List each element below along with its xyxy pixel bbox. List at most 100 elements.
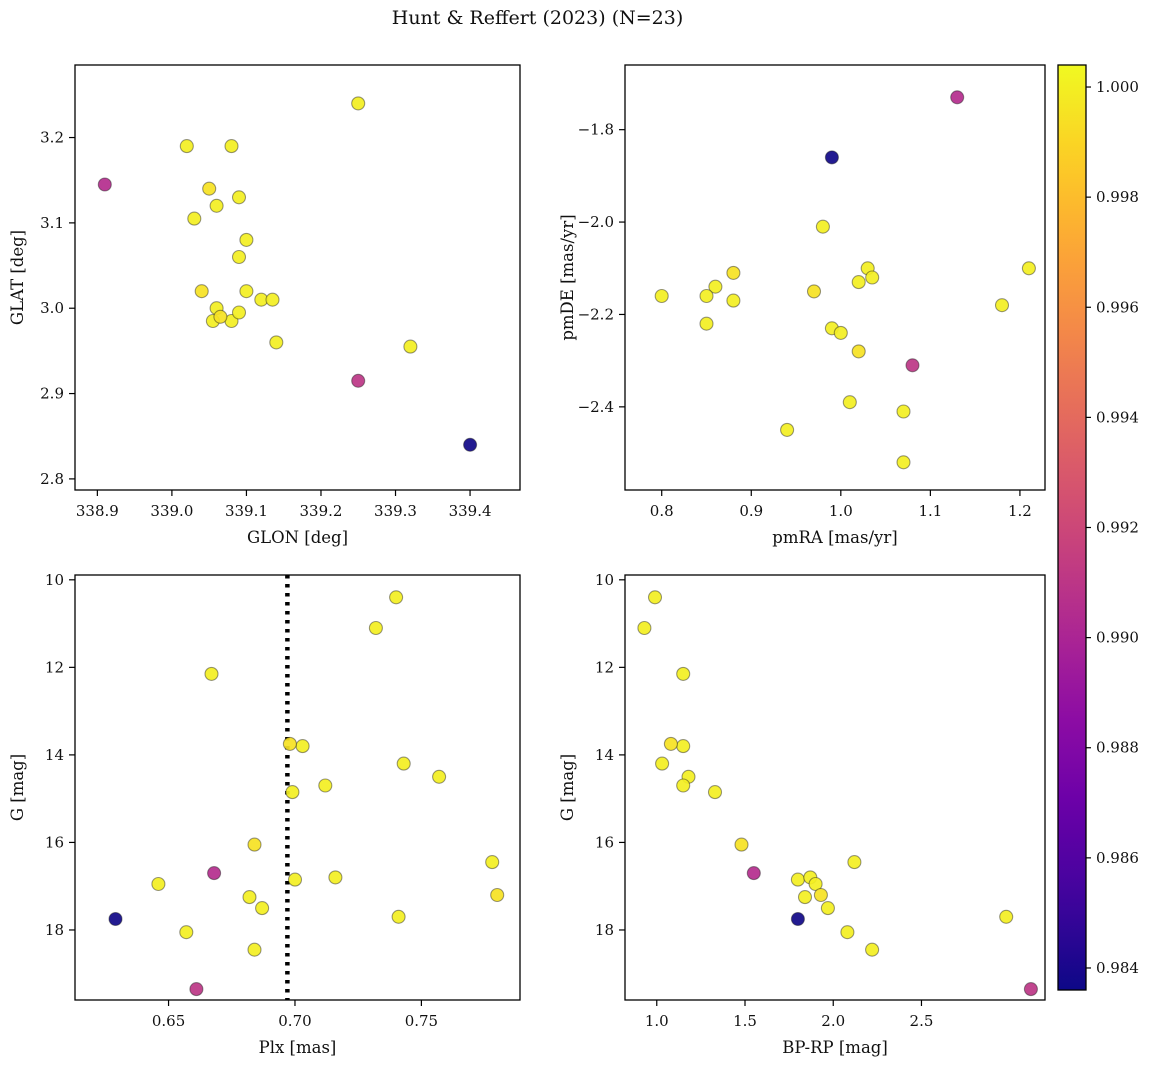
- x-tick-label: 0.70: [278, 1012, 311, 1030]
- y-tick-label: 16: [45, 833, 64, 851]
- y-tick-label: 18: [595, 921, 614, 939]
- scatter-point: [790, 911, 805, 927]
- y-tick-label: 14: [595, 746, 614, 764]
- scatter-point: [707, 785, 723, 800]
- x-tick-label: 0.9: [739, 502, 763, 520]
- x-tick-label: 0.65: [152, 1012, 185, 1030]
- scatter-point: [676, 778, 691, 793]
- y-tick-label: 12: [45, 658, 64, 676]
- scatter-point: [265, 292, 280, 307]
- scatter-point: [209, 198, 224, 213]
- scatter-point: [726, 265, 741, 280]
- scatter-point: [194, 284, 209, 299]
- scatter-point: [463, 437, 478, 452]
- scatter-point: [808, 876, 823, 892]
- scatter-point: [97, 177, 112, 192]
- scatter-point: [780, 422, 795, 437]
- colorbar-tick-label: 0.996: [1096, 298, 1139, 316]
- scatter-point: [734, 837, 749, 852]
- y-tick-label: 12: [595, 658, 614, 676]
- scatter-point: [396, 756, 411, 771]
- scatter-point: [676, 666, 691, 681]
- scatter-point: [637, 620, 652, 636]
- scatter-point: [699, 316, 714, 331]
- x-tick-label: 1.5: [733, 1012, 757, 1030]
- scatter-point: [1023, 982, 1038, 997]
- y-axis-label: G [mag]: [8, 754, 27, 821]
- figure-title: Hunt & Reffert (2023) (N=23): [391, 7, 684, 29]
- scatter-point: [647, 590, 663, 605]
- scatter-point: [432, 769, 447, 784]
- scatter-point: [242, 890, 257, 905]
- x-tick-label: 339.4: [449, 502, 492, 520]
- axes-border: [624, 64, 1046, 491]
- scatter-point: [231, 190, 247, 205]
- colorbar-tick-label: 0.990: [1096, 629, 1139, 647]
- scatter-point: [231, 305, 247, 320]
- scatter-point: [851, 275, 866, 290]
- scatter-point: [247, 837, 262, 852]
- scatter-point: [950, 90, 965, 105]
- scatter-point: [239, 232, 254, 247]
- scatter-point: [654, 288, 669, 304]
- panel-glon-glat: 338.9 339.0 339.1 339.2 339.3 339.4 2.8 2.9 3.0 3…: [8, 64, 521, 547]
- x-tick-label: 339.0: [150, 502, 193, 520]
- y-tick-label: −2.4: [578, 398, 614, 416]
- x-tick-label: 339.2: [300, 502, 343, 520]
- axes-border: [624, 574, 1046, 1001]
- scatter-point: [847, 855, 862, 870]
- scatter-point: [865, 942, 880, 957]
- scatter-point: [490, 887, 505, 903]
- scatter-point: [269, 335, 284, 350]
- scatter-point: [224, 139, 239, 154]
- scatter-point: [851, 344, 866, 359]
- colorbar-tick-label: 1.000: [1096, 78, 1139, 96]
- colorbar-tick-label: 0.998: [1096, 188, 1139, 206]
- scatter-point: [207, 866, 222, 881]
- scatter-point: [255, 901, 270, 916]
- scatter-point: [994, 298, 1010, 313]
- scatter-point: [368, 620, 383, 636]
- scatter-point: [815, 219, 830, 234]
- scatter-point: [318, 778, 333, 793]
- panel-pmra-pmde: 0.8 0.9 1.0 1.1 1.2 −1.8 −2.0 −2.2 −2.4 pmRA [mas…: [558, 64, 1046, 547]
- x-axis-label: GLON [deg]: [247, 528, 348, 547]
- scatter-point: [285, 785, 300, 800]
- scatter-point: [187, 211, 202, 226]
- scatter-point: [842, 395, 857, 410]
- scatter-point: [391, 909, 406, 924]
- scatter-point: [231, 249, 247, 265]
- scatter-point: [202, 181, 217, 196]
- scatter-point: [179, 925, 194, 940]
- scatter-point: [820, 901, 835, 916]
- scatter-point: [282, 736, 297, 751]
- y-axis-label: pmDE [mas/yr]: [558, 214, 577, 340]
- panel-plx-g: 0.65 0.70 0.75 10 12 14 16 18 Plx [mas] G [mag]: [8, 571, 521, 1057]
- scatter-point: [239, 284, 254, 299]
- panel-bprp-g: 1.0 1.5 2.0 2.5 10 12 14 16 18 BP-RP [mag] G [mag]: [558, 571, 1046, 1057]
- scatter-point: [676, 739, 691, 754]
- x-tick-label: 1.0: [829, 502, 853, 520]
- scatter-point: [485, 855, 500, 870]
- y-tick-label: 16: [595, 833, 614, 851]
- x-axis-label: pmRA [mas/yr]: [772, 528, 897, 547]
- x-axis-label: BP-RP [mag]: [782, 1038, 888, 1057]
- y-tick-label: 10: [45, 571, 64, 589]
- scatter-point: [179, 139, 194, 154]
- scatter-point: [746, 866, 761, 881]
- scatter-point: [790, 872, 805, 887]
- colorbar-gradient: [1058, 65, 1086, 990]
- colorbar-tick-label: 0.986: [1096, 849, 1139, 867]
- scatter-point: [699, 288, 714, 304]
- colorbar-tick-label: 0.988: [1096, 739, 1139, 757]
- scatter-point: [295, 739, 310, 754]
- scatter-point: [287, 872, 303, 887]
- scatter-point: [655, 756, 670, 771]
- scatter-point: [708, 279, 723, 294]
- y-axis-label: G [mag]: [558, 754, 577, 821]
- y-tick-label: −1.8: [578, 121, 614, 139]
- scatter-point: [328, 870, 343, 885]
